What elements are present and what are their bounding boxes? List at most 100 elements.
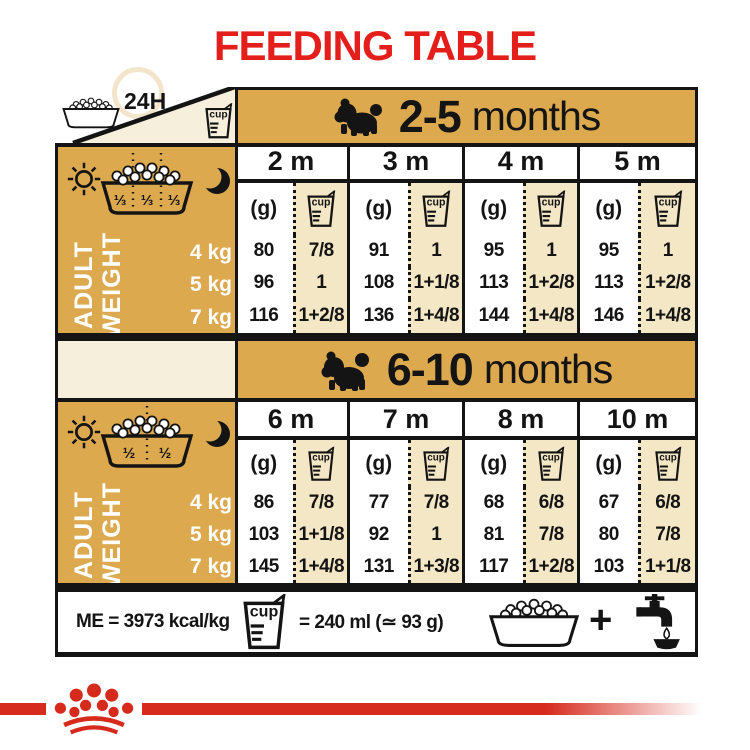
cup-value: 1+4/8 [637,299,695,333]
band1-top-border [235,87,698,90]
cup-icon [307,446,335,482]
grams-header: (g) [480,197,508,220]
section-band-2-5-months: 2-5 months [235,90,698,143]
cup-icon [654,446,682,482]
ration-panel-2: ½ ½ ADULT WEIGHT 4 kg 5 kg 7 kg [58,402,235,588]
feeding-grid-6-10: 6 m 7 m 8 m 10 m (g) (g) (g) (g) 86 7/8 … [235,402,695,583]
spacer-cell [58,341,235,398]
cup-header [292,440,350,487]
cup-header [637,183,695,235]
weight-label: 7 kg [189,555,232,578]
section-band-6-10-months: 6-10 months [235,341,698,398]
cup-header [522,183,580,235]
age-range: 6-10 [386,343,474,395]
fraction-3: ⅓ [168,192,181,209]
feeding-table: 24H 2-5 months ⅓ [55,67,698,657]
cup-value: 1+1/8 [637,551,695,583]
month-header: 5 m [580,143,695,183]
month-header: 7 m [350,402,465,440]
cup-value: 1 [407,519,465,551]
cup-value: 1+2/8 [522,267,580,299]
cup-header [407,183,465,235]
month-header: 4 m [465,143,580,183]
divider-3 [55,398,698,402]
g-value: 146 [593,305,625,326]
food-bowl-icon [482,597,586,649]
g-value: 92 [368,524,390,545]
cup-value: 6/8 [637,487,695,519]
weight-label: 5 kg [189,273,232,296]
cup-equivalence: = 240 ml (≃ 93 g) [299,611,444,633]
g-value: 95 [483,240,505,261]
water-faucet-icon [618,594,692,650]
divider-1 [55,143,698,147]
month-header: 10 m [580,402,695,440]
cup-value: 7/8 [292,487,350,519]
cup-value: 7/8 [637,519,695,551]
divider-2 [55,333,698,341]
halo-ring [112,67,164,119]
g-value: 136 [363,305,395,326]
g-value: 91 [368,240,390,261]
g-value: 113 [594,272,624,293]
brand-stripe-right [142,703,702,715]
bowl-halves-icon: ½ ½ [100,406,194,468]
cup-value: 1+2/8 [637,267,695,299]
grams-header: (g) [480,451,508,475]
month-header: 6 m [235,402,350,440]
weight-label: 5 kg [189,523,232,546]
cup-value: 1+2/8 [522,551,580,583]
age-range: 2-5 [398,90,462,142]
footer-legend: ME = 3973 kcal/kg = 240 ml (≃ 93 g) + [58,592,695,652]
cup-icon [422,446,450,482]
g-value: 68 [483,492,505,513]
fraction-2: ½ [159,445,172,462]
g-value: 81 [483,524,505,545]
cup-icon [537,446,565,482]
cup-header [522,440,580,487]
g-value: 67 [598,492,620,513]
g-value: 117 [479,556,509,577]
panel-border [235,87,238,583]
diagonal-divider [72,87,235,143]
weight-labels: 4 kg 5 kg 7 kg [150,487,232,583]
cup-value: 1+3/8 [407,551,465,583]
age-unit: months [471,93,601,139]
left-border [55,143,58,657]
cup-value: 1+1/8 [292,519,350,551]
g-value: 145 [248,556,280,577]
cup-value: 1 [292,267,350,299]
fraction-1: ⅓ [114,192,127,209]
puppy-icon [333,96,383,138]
moon-icon [204,416,230,452]
g-value: 80 [253,240,275,261]
cup-header [292,183,350,235]
royal-canin-crown-logo [52,682,136,740]
brand-stripe-left [0,703,46,715]
cup-icon-large [238,594,290,650]
cup-value: 7/8 [522,519,580,551]
moon-icon [204,163,230,199]
feeding-grid-2-5: 2 m 3 m 4 m 5 m (g) (g) (g) (g) 80 7/8 9… [235,143,695,333]
grams-header: (g) [250,451,278,475]
cup-icon-small [204,102,233,140]
cup-icon [536,190,566,228]
me-value: ME = 3973 kcal/kg [76,611,230,632]
cup-value: 1 [522,235,580,267]
divider-4 [55,583,698,592]
grams-header: (g) [250,197,278,220]
g-value: 80 [598,524,620,545]
month-header: 2 m [235,143,350,183]
cup-value: 1+1/8 [407,267,465,299]
cup-value: 1+2/8 [292,299,350,333]
g-value: 113 [479,272,509,293]
g-value: 95 [598,240,620,261]
g-value: 103 [593,556,625,577]
g-value: 86 [253,492,275,513]
cup-icon [421,190,451,228]
grams-header: (g) [595,451,623,475]
cup-header [637,440,695,487]
cup-value: 1+4/8 [292,551,350,583]
cup-value: 1+4/8 [522,299,580,333]
